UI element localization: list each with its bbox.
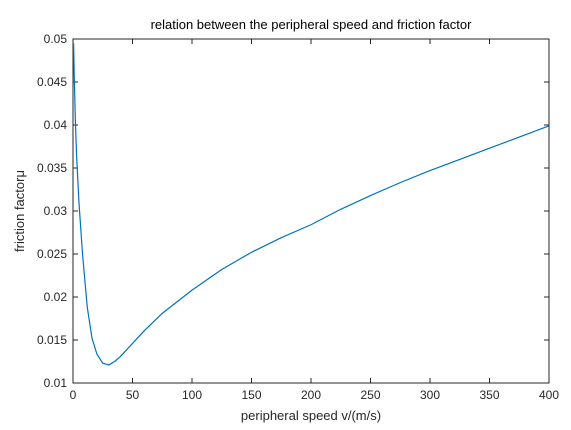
plot-area bbox=[72, 38, 550, 384]
y-tick-label: 0.01 bbox=[44, 376, 68, 390]
y-axis-title: friction factorμ bbox=[12, 170, 27, 252]
x-tick-label: 200 bbox=[301, 388, 321, 402]
y-tick-label: 0.015 bbox=[37, 333, 67, 347]
x-axis-title: peripheral speed v/(m/s) bbox=[241, 408, 381, 423]
x-axis: 0 50 100 150 200 250 300 350 400 bbox=[70, 39, 559, 402]
series-layer bbox=[72, 43, 550, 366]
y-tick-label: 0.035 bbox=[37, 161, 67, 175]
x-tick-label: 400 bbox=[539, 388, 559, 402]
x-tick-label: 250 bbox=[360, 388, 380, 402]
x-tick-label: 300 bbox=[420, 388, 440, 402]
y-tick-label: 0.045 bbox=[37, 75, 67, 89]
y-tick-label: 0.025 bbox=[37, 247, 67, 261]
x-tick-label: 50 bbox=[126, 388, 140, 402]
x-tick-label: 150 bbox=[241, 388, 261, 402]
y-axis: 0.01 0.015 0.02 0.025 0.03 0.035 0.04 0.045 0.05 bbox=[37, 32, 549, 390]
y-tick-label: 0.02 bbox=[44, 290, 68, 304]
x-tick-label: 100 bbox=[182, 388, 202, 402]
x-tick-label: 0 bbox=[70, 388, 77, 402]
x-tick-label: 350 bbox=[479, 388, 499, 402]
y-tick-label: 0.05 bbox=[44, 32, 68, 46]
y-tick-label: 0.03 bbox=[44, 204, 68, 218]
y-tick-label: 0.04 bbox=[44, 118, 68, 132]
series-line bbox=[72, 43, 550, 366]
chart-title: relation between the peripheral speed an… bbox=[151, 17, 473, 32]
